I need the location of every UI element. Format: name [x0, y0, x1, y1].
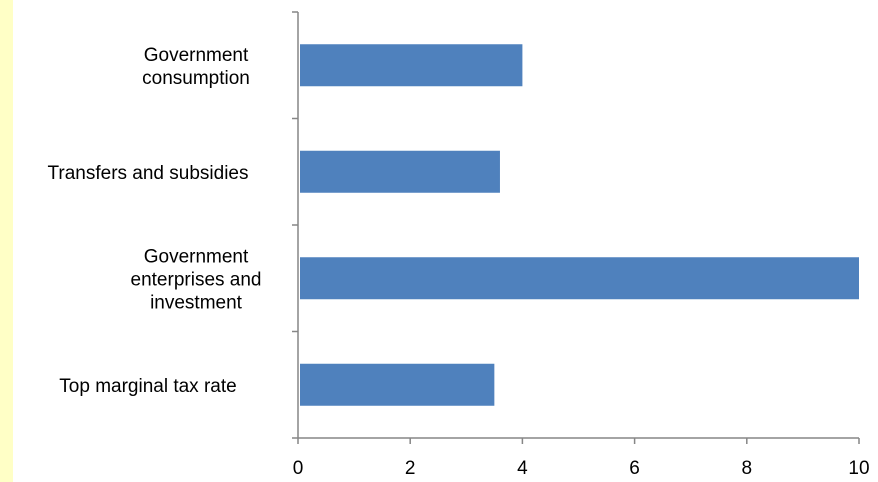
category-label-3: Government enterprises and investment [131, 246, 262, 313]
bar-3 [300, 257, 859, 300]
x-tick-label-2: 2 [405, 458, 416, 479]
category-label-2: Transfers and subsidies [47, 163, 248, 184]
category-label-line: investment [150, 292, 243, 313]
category-label-1: Government consumption [142, 45, 250, 89]
x-tick-label-10: 10 [848, 458, 869, 479]
category-label-line: Government [144, 45, 249, 66]
bar-4 [300, 363, 495, 406]
x-tick-label-4: 4 [517, 458, 528, 479]
x-tick-label-0: 0 [293, 458, 304, 479]
bars-group [300, 44, 859, 406]
axes-group [292, 11, 860, 444]
x-tick-label-8: 8 [742, 458, 753, 479]
left-highlight-strip [0, 0, 13, 482]
category-label-line: Transfers and subsidies [47, 163, 248, 184]
bar-2 [300, 150, 500, 193]
category-label-line: enterprises and [131, 269, 262, 290]
category-label-line: consumption [142, 68, 250, 89]
x-tick-label-6: 6 [629, 458, 640, 479]
bar-1 [300, 44, 523, 87]
category-label-line: Government [144, 246, 249, 267]
category-label-line: Top marginal tax rate [59, 376, 236, 397]
category-label-4: Top marginal tax rate [59, 376, 236, 397]
